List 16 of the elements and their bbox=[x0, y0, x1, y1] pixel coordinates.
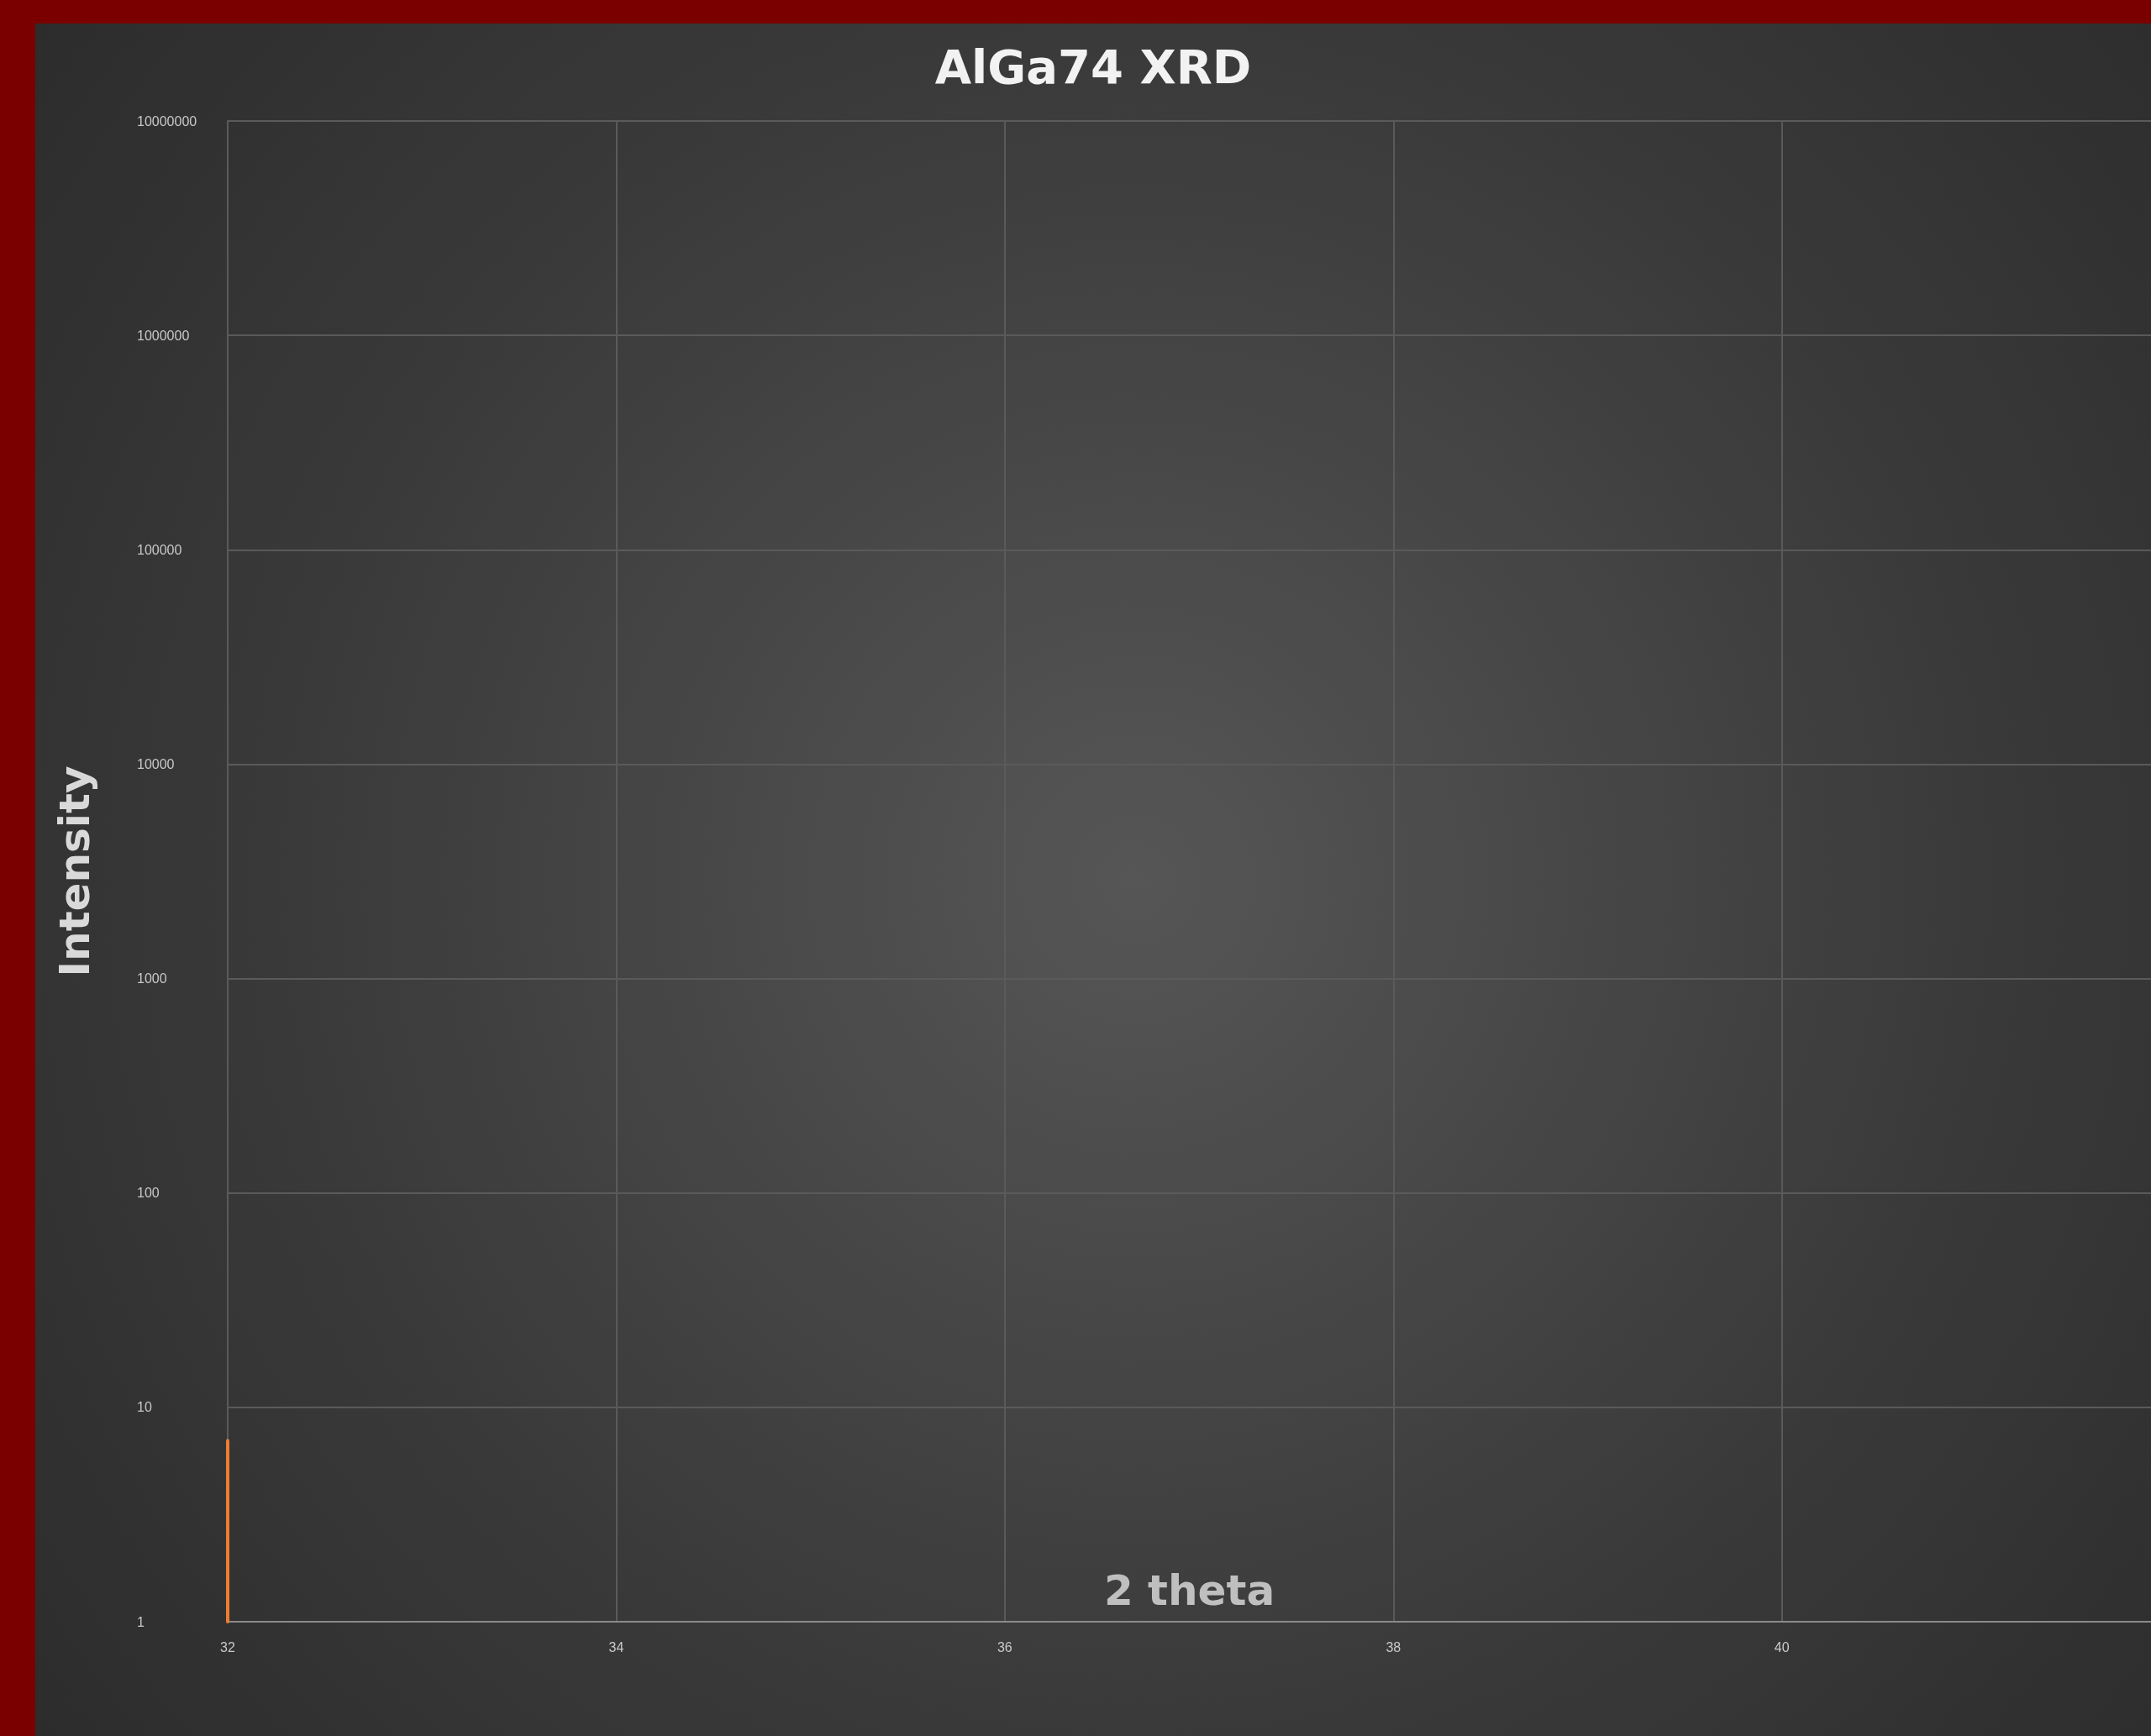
x-tick-label: 40 bbox=[1774, 1639, 1790, 1654]
y-tick-label: 1000000 bbox=[137, 328, 190, 343]
x-tick-label: 38 bbox=[1386, 1639, 1402, 1654]
y-tick-label: 10000000 bbox=[137, 113, 197, 129]
chart-title: AlGa74 XRD bbox=[934, 39, 1252, 94]
y-tick-label: 100 bbox=[137, 1186, 160, 1201]
x-axis-title: 2 theta bbox=[1103, 1566, 1275, 1615]
x-tick-label: 36 bbox=[997, 1639, 1012, 1654]
x-tick-label: 32 bbox=[220, 1639, 235, 1654]
x-tick-label: 34 bbox=[608, 1639, 624, 1654]
y-axis-title: Intensity bbox=[50, 765, 99, 977]
y-tick-label: 1000 bbox=[137, 971, 167, 986]
y-tick-label: 10 bbox=[137, 1400, 152, 1415]
y-tick-label: 100000 bbox=[137, 542, 182, 557]
y-tick-label: 10000 bbox=[137, 756, 175, 771]
y-tick-label: 1 bbox=[137, 1614, 145, 1629]
